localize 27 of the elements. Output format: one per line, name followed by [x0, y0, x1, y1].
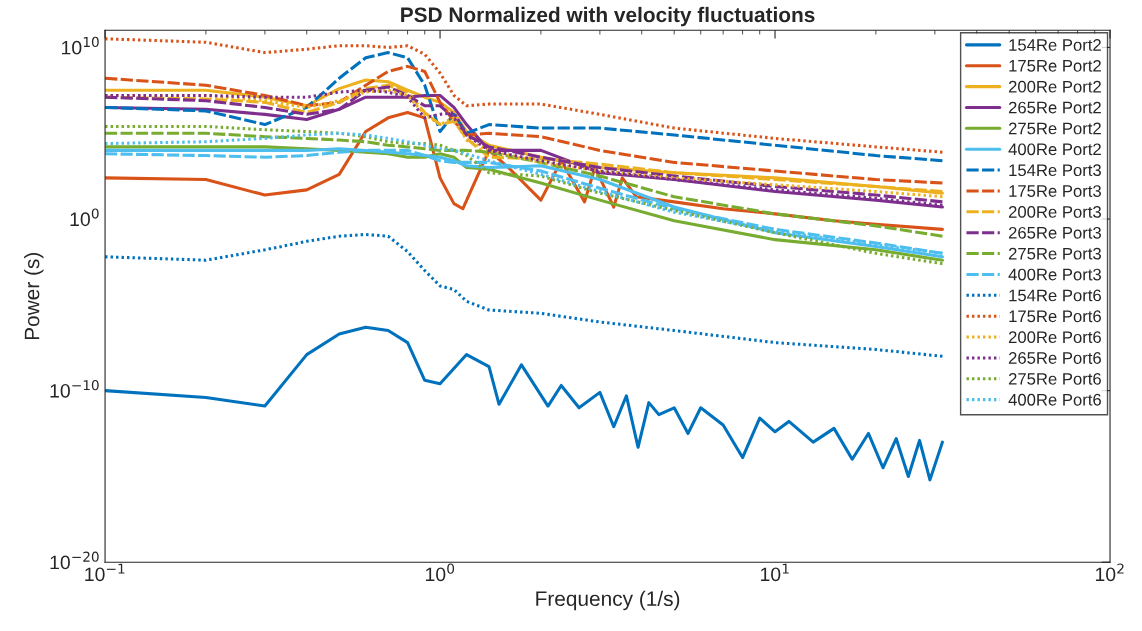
legend-label: 400Re Port6	[1008, 393, 1101, 406]
chart-title: PSD Normalized with velocity fluctuations	[401, 6, 815, 27]
legend-label: 275Re Port3	[1008, 247, 1101, 260]
legend-label: 175Re Port2	[1009, 59, 1101, 72]
y-axis-title: Power (s)	[24, 252, 44, 340]
x-axis-title: Frequency (1/s)	[536, 590, 680, 611]
legend-label: 154Re Port6	[1009, 289, 1101, 302]
legend-label: 200Re Port6	[1008, 331, 1101, 344]
legend-label: 175Re Port3	[1009, 185, 1101, 197]
legend-label: 154Re Port2	[1009, 39, 1101, 51]
legend-label: 265Re Port3	[1008, 226, 1101, 239]
x-tick-label: 10$^{0}$	[425, 563, 455, 582]
legend-label: 200Re Port3	[1008, 206, 1101, 218]
legend-label: 275Re Port2	[1008, 122, 1101, 135]
legend-label: 265Re Port2	[1008, 101, 1101, 114]
x-tick-label: 10$^{1}$	[760, 563, 789, 582]
legend-label: 154Re Port3	[1009, 164, 1101, 177]
legend-label: 400Re Port3	[1008, 268, 1101, 281]
legend-label: 200Re Port2	[1008, 80, 1101, 93]
legend-label: 175Re Port6	[1009, 310, 1101, 323]
legend-label: 265Re Port6	[1008, 352, 1101, 364]
y-tick-label: 10$^{−10}$	[50, 379, 99, 398]
y-tick-label: 10$^{10}$	[62, 36, 99, 55]
y-tick-label: 10$^{0}$	[70, 208, 99, 227]
x-tick-label: 10$^{2}$	[1095, 563, 1124, 582]
legend-label: 275Re Port6	[1008, 372, 1101, 385]
legend-label: 400Re Port2	[1008, 143, 1101, 156]
